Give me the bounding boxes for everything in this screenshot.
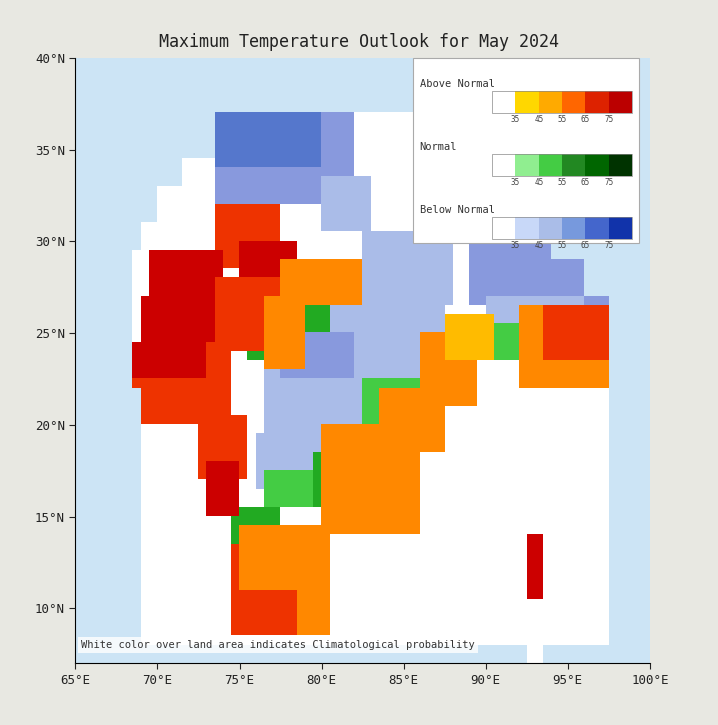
- Bar: [562, 217, 585, 239]
- Bar: [492, 91, 516, 114]
- Text: Below Normal: Below Normal: [419, 204, 495, 215]
- Bar: [609, 154, 633, 176]
- Text: 55: 55: [557, 241, 567, 250]
- FancyBboxPatch shape: [413, 58, 639, 243]
- Text: 45: 45: [534, 178, 544, 187]
- Text: White color over land area indicates Climatological probability: White color over land area indicates Cli…: [81, 640, 475, 650]
- Bar: [609, 217, 633, 239]
- Bar: [538, 91, 562, 114]
- Text: 75: 75: [605, 178, 613, 187]
- Bar: [585, 154, 609, 176]
- Bar: [492, 154, 633, 176]
- Text: Normal: Normal: [419, 142, 457, 152]
- Text: 55: 55: [557, 178, 567, 187]
- Bar: [516, 154, 538, 176]
- Bar: [562, 91, 585, 114]
- Bar: [516, 91, 538, 114]
- Text: 65: 65: [581, 178, 590, 187]
- Bar: [538, 154, 562, 176]
- Bar: [492, 217, 633, 239]
- Text: Above Normal: Above Normal: [419, 79, 495, 89]
- Bar: [492, 217, 516, 239]
- Bar: [516, 217, 538, 239]
- Text: 75: 75: [605, 241, 613, 250]
- Bar: [492, 91, 633, 114]
- Text: 35: 35: [510, 115, 520, 124]
- Text: 45: 45: [534, 241, 544, 250]
- Text: 35: 35: [510, 241, 520, 250]
- Bar: [585, 217, 609, 239]
- Bar: [538, 217, 562, 239]
- Bar: [609, 91, 633, 114]
- Text: 65: 65: [581, 115, 590, 124]
- Text: 35: 35: [510, 178, 520, 187]
- Bar: [585, 91, 609, 114]
- Text: 45: 45: [534, 115, 544, 124]
- Text: 65: 65: [581, 241, 590, 250]
- Text: 75: 75: [605, 115, 613, 124]
- Text: 55: 55: [557, 115, 567, 124]
- Text: Maximum Temperature Outlook for May 2024: Maximum Temperature Outlook for May 2024: [159, 33, 559, 51]
- Bar: [492, 154, 516, 176]
- Bar: [562, 154, 585, 176]
